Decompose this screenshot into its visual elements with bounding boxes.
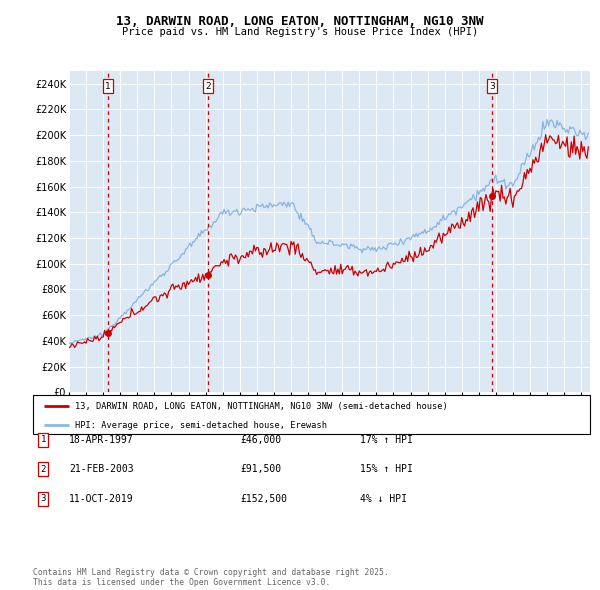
Text: HPI: Average price, semi-detached house, Erewash: HPI: Average price, semi-detached house,…: [75, 421, 327, 430]
Text: £91,500: £91,500: [240, 464, 281, 474]
Text: Price paid vs. HM Land Registry's House Price Index (HPI): Price paid vs. HM Land Registry's House …: [122, 27, 478, 37]
Text: 2: 2: [41, 464, 46, 474]
Text: 11-OCT-2019: 11-OCT-2019: [69, 494, 134, 503]
Text: 13, DARWIN ROAD, LONG EATON, NOTTINGHAM, NG10 3NW: 13, DARWIN ROAD, LONG EATON, NOTTINGHAM,…: [116, 15, 484, 28]
Text: 1: 1: [41, 435, 46, 444]
Text: 15% ↑ HPI: 15% ↑ HPI: [360, 464, 413, 474]
Text: 3: 3: [489, 82, 495, 91]
Text: Contains HM Land Registry data © Crown copyright and database right 2025.
This d: Contains HM Land Registry data © Crown c…: [33, 568, 389, 587]
Text: 13, DARWIN ROAD, LONG EATON, NOTTINGHAM, NG10 3NW (semi-detached house): 13, DARWIN ROAD, LONG EATON, NOTTINGHAM,…: [75, 402, 448, 411]
Text: 17% ↑ HPI: 17% ↑ HPI: [360, 435, 413, 444]
Text: 21-FEB-2003: 21-FEB-2003: [69, 464, 134, 474]
Text: £46,000: £46,000: [240, 435, 281, 444]
Text: £152,500: £152,500: [240, 494, 287, 503]
Text: 4% ↓ HPI: 4% ↓ HPI: [360, 494, 407, 503]
Text: 1: 1: [105, 82, 111, 91]
Text: 3: 3: [41, 494, 46, 503]
Text: 18-APR-1997: 18-APR-1997: [69, 435, 134, 444]
Text: 2: 2: [205, 82, 211, 91]
